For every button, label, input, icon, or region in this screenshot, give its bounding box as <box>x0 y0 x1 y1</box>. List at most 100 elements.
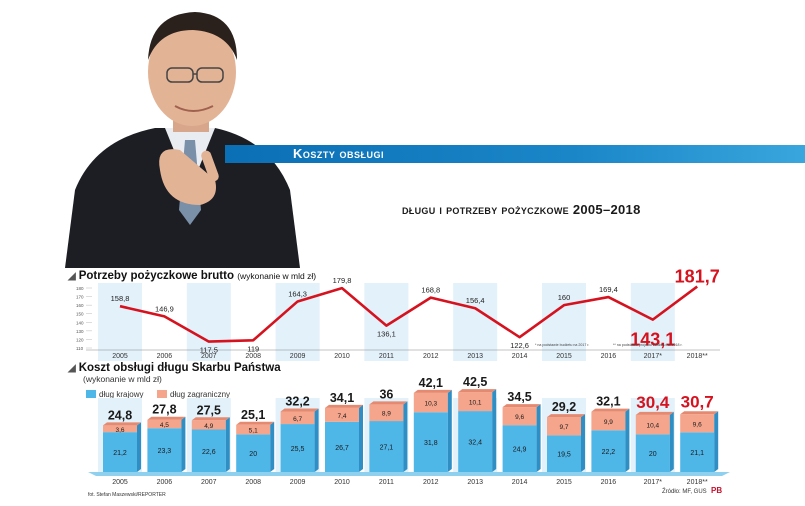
bar-domestic <box>502 425 537 472</box>
bar-total-label: 34,1 <box>330 391 354 405</box>
section-banner: Koszty obsługi <box>225 145 805 163</box>
bar-foreign-label: 9,7 <box>559 424 568 431</box>
bar-x-tick-label: 2017* <box>644 479 663 486</box>
bar-domestic-label: 23,3 <box>158 448 172 455</box>
line-band <box>542 283 586 361</box>
line-value-label: 136,1 <box>377 330 396 339</box>
line-value-label: 168,8 <box>421 286 440 295</box>
bar-domestic-label: 25,5 <box>291 446 305 453</box>
bar-side <box>625 408 630 472</box>
banner-title: Koszty obsługi <box>293 146 385 161</box>
line-value-label: 164,3 <box>288 289 307 298</box>
bar-foreign <box>591 411 626 431</box>
bar-foreign <box>502 407 537 426</box>
bar-total-label-highlight: 30,4 <box>636 393 670 412</box>
bar-side <box>669 411 674 472</box>
bar-domestic <box>547 435 581 472</box>
bar-foreign <box>458 392 493 412</box>
bar-top <box>591 408 630 412</box>
bar-top <box>280 408 319 412</box>
bar-foreign <box>280 411 315 425</box>
bar-top <box>191 417 230 421</box>
line-band <box>364 283 409 361</box>
bar-foreign-label: 7,4 <box>337 413 346 420</box>
y-tick-label: 110 <box>76 346 84 351</box>
bar-side <box>225 417 230 472</box>
line-value-label: 122,6 <box>510 341 529 350</box>
bar-foreign-label: 10,4 <box>646 423 659 430</box>
x-tick-label: 2016 <box>601 353 617 360</box>
line-value-label: 169,4 <box>599 285 618 294</box>
legend-swatch-domestic <box>86 390 96 398</box>
bar-foreign-label: 9,6 <box>693 421 702 428</box>
x-tick-label: 2014 <box>512 353 528 360</box>
page-subtitle: długu i potrzeby pożyczkowe 2005–2018 <box>402 202 641 217</box>
line-value-label-highlight: 143,1 <box>630 330 675 350</box>
bar-domestic-label: 27,1 <box>380 445 394 452</box>
bar-total-label: 32,2 <box>285 394 309 408</box>
x-tick-label: 2018** <box>687 353 708 360</box>
bar-top <box>103 422 141 426</box>
bar-domestic <box>325 421 359 472</box>
arrow-icon: ◢ <box>68 271 76 282</box>
bar-top <box>147 416 186 420</box>
bar-total-label: 36 <box>379 387 393 401</box>
x-tick-label: 2010 <box>334 353 350 360</box>
bar-top <box>458 389 497 393</box>
bar-total-label: 42,5 <box>463 375 487 389</box>
bar-domestic <box>591 430 626 472</box>
bar-domestic <box>413 412 448 472</box>
bar-top <box>325 404 363 408</box>
line-value-label: 117,5 <box>200 346 218 355</box>
line-chart-unit: (wykonanie w mld zł) <box>237 271 317 281</box>
bar-foreign-label: 10,3 <box>424 401 437 408</box>
bar-side <box>536 404 541 472</box>
bar-domestic-label: 24,9 <box>513 447 527 454</box>
bar-foreign-label: 8,9 <box>382 411 391 418</box>
minister-photo <box>65 12 300 268</box>
bar-domestic <box>191 429 226 472</box>
bar-x-tick-label: 2016 <box>601 479 617 486</box>
bar-top <box>547 414 585 418</box>
bar-foreign-label: 9,9 <box>604 419 613 426</box>
bar-x-tick-label: 2012 <box>423 479 439 486</box>
bar-domestic-label: 20 <box>249 451 257 458</box>
bar-x-tick-label: 2009 <box>290 479 306 486</box>
bar-top <box>502 404 541 408</box>
bar-domestic <box>369 421 404 472</box>
bar-domestic-label: 21,2 <box>113 450 127 457</box>
x-tick-label: 2009 <box>290 353 306 360</box>
series-line <box>119 285 698 343</box>
bar-side <box>403 401 408 472</box>
bar-side <box>359 404 363 472</box>
y-tick-label: 170 <box>76 295 84 300</box>
bar-foreign <box>547 417 581 436</box>
line-value-label: 156,4 <box>466 296 485 305</box>
bar-chart-unit: (wykonanie w mld zł) <box>83 374 162 384</box>
bar-x-tick-label: 2015 <box>556 479 572 486</box>
bar-top <box>236 421 275 425</box>
line-value-label: 146,9 <box>155 304 174 313</box>
x-tick-label: 2008 <box>245 353 261 360</box>
line-band <box>98 283 142 361</box>
bar-domestic <box>458 411 493 472</box>
bar-foreign-label: 9,6 <box>515 414 524 421</box>
legend-domestic: dług krajowy <box>86 390 143 399</box>
bar-domestic-label: 31,8 <box>424 440 438 447</box>
bar-domestic-label: 19,5 <box>557 452 571 459</box>
bar-foreign-label: 5,1 <box>249 428 258 435</box>
line-value-label: 119 <box>247 344 259 353</box>
footnote-1: * na podstawie budżetu na 2017 r. <box>535 343 589 347</box>
y-tick-label: 180 <box>76 286 84 291</box>
x-tick-label: 2005 <box>112 353 128 360</box>
bar-domestic-label: 26,7 <box>335 445 349 452</box>
y-tick-label: 120 <box>76 337 84 342</box>
x-tick-label: 2017* <box>644 353 663 360</box>
bar-domestic <box>236 434 271 472</box>
bar-total-label: 24,8 <box>108 408 132 422</box>
bar-foreign-label: 4,9 <box>204 423 213 430</box>
bar-domestic <box>103 432 137 472</box>
bar-x-tick-label: 2011 <box>379 479 394 486</box>
bar-foreign-label: 6,7 <box>293 416 302 423</box>
bar-foreign <box>369 404 404 422</box>
